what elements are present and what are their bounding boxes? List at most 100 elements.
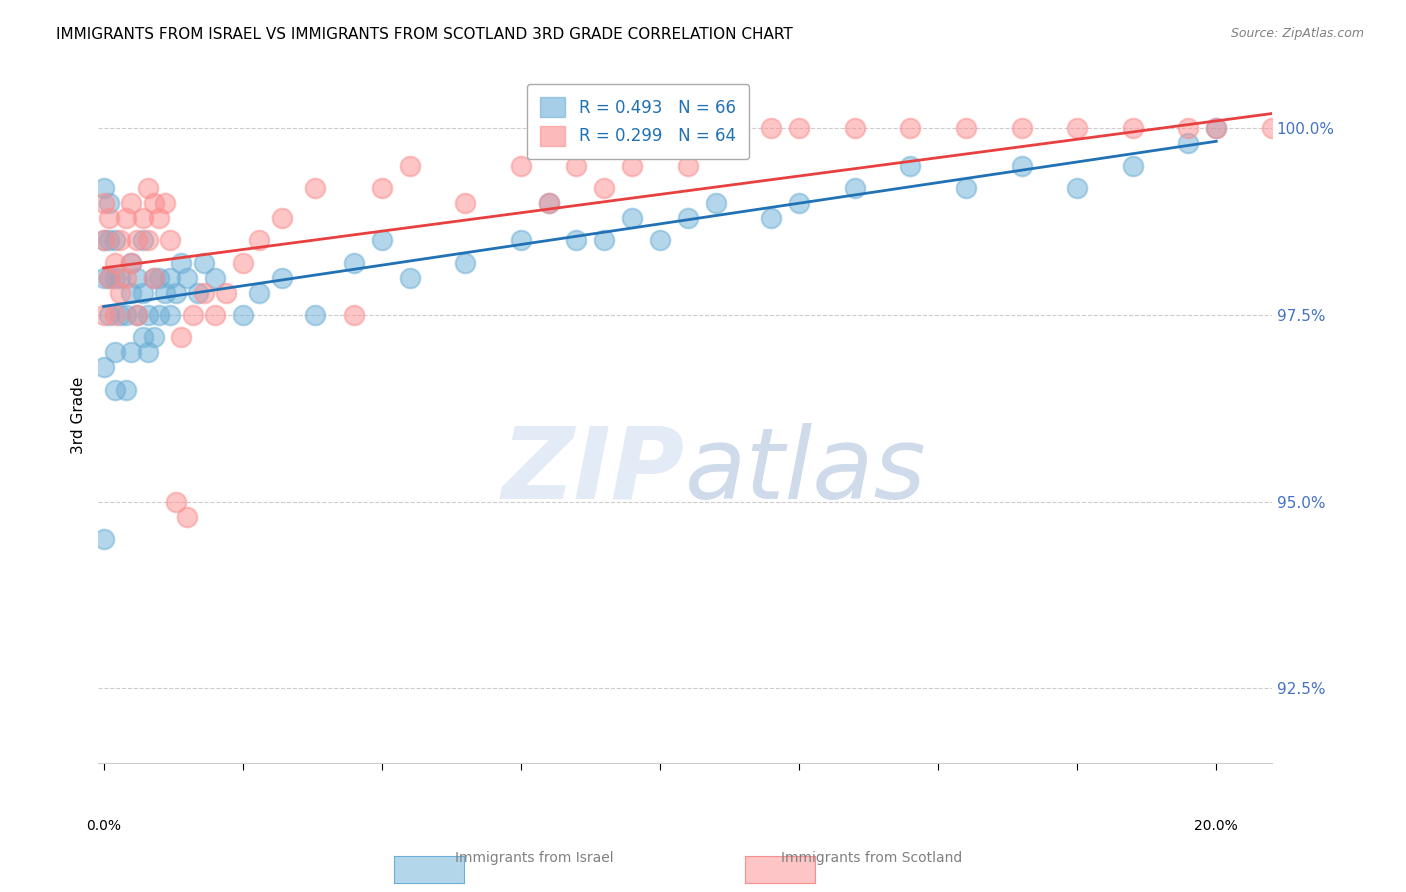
Point [193, 285, 215, 300]
Point [898, 121, 921, 136]
Point [93, 233, 115, 247]
Point [1066, 121, 1088, 136]
Point [1261, 121, 1284, 136]
Point [104, 270, 127, 285]
Point [120, 255, 142, 269]
Point [115, 211, 138, 225]
Point [98, 270, 121, 285]
Point [136, 181, 159, 195]
Point [1066, 181, 1088, 195]
Point [131, 233, 153, 247]
Point [115, 383, 138, 397]
Point [454, 255, 477, 269]
Point [131, 285, 153, 300]
Point [215, 285, 238, 300]
Y-axis label: 3rd Grade: 3rd Grade [72, 377, 86, 454]
Point [93, 181, 115, 195]
Point [170, 330, 193, 344]
Point [93, 308, 115, 322]
Point [955, 181, 977, 195]
Point [1122, 159, 1144, 173]
Point [165, 494, 187, 508]
Point [125, 270, 148, 285]
Point [1400, 121, 1406, 136]
Point [1205, 121, 1227, 136]
Point [176, 509, 198, 524]
Point [142, 270, 165, 285]
Point [115, 308, 138, 322]
Point [93, 360, 115, 375]
Point [170, 255, 193, 269]
Point [398, 159, 420, 173]
Point [621, 211, 644, 225]
Point [165, 285, 187, 300]
Point [1177, 121, 1199, 136]
Point [844, 121, 866, 136]
Point [761, 121, 783, 136]
Point [93, 233, 115, 247]
Point [648, 136, 671, 151]
Point [232, 255, 254, 269]
Point [93, 196, 115, 211]
Point [509, 159, 531, 173]
Point [131, 211, 153, 225]
Point [153, 196, 176, 211]
Point [110, 270, 132, 285]
Point [148, 211, 170, 225]
Point [898, 159, 921, 173]
Point [125, 233, 148, 247]
Point [1122, 121, 1144, 136]
Legend: R = 0.493   N = 66, R = 0.299   N = 64: R = 0.493 N = 66, R = 0.299 N = 64 [527, 84, 749, 160]
Point [98, 211, 121, 225]
Point [204, 270, 226, 285]
Point [93, 270, 115, 285]
Point [1011, 121, 1033, 136]
Point [787, 121, 810, 136]
Point [204, 308, 226, 322]
Point [120, 255, 142, 269]
Point [1288, 121, 1310, 136]
Point [136, 345, 159, 359]
Point [104, 233, 127, 247]
Point [104, 345, 127, 359]
Point [648, 233, 671, 247]
Point [120, 345, 142, 359]
Point [159, 270, 181, 285]
Point [454, 196, 477, 211]
Text: IMMIGRANTS FROM ISRAEL VS IMMIGRANTS FROM SCOTLAND 3RD GRADE CORRELATION CHART: IMMIGRANTS FROM ISRAEL VS IMMIGRANTS FRO… [56, 27, 793, 42]
Point [193, 255, 215, 269]
Text: Source: ZipAtlas.com: Source: ZipAtlas.com [1230, 27, 1364, 40]
Point [371, 181, 394, 195]
Text: ZIP: ZIP [502, 423, 685, 520]
Point [304, 308, 326, 322]
Point [343, 308, 366, 322]
Point [176, 270, 198, 285]
Point [142, 270, 165, 285]
Point [537, 196, 560, 211]
Point [125, 308, 148, 322]
Point [153, 285, 176, 300]
Point [704, 196, 727, 211]
Text: 20.0%: 20.0% [1194, 819, 1239, 833]
Point [270, 211, 292, 225]
Point [593, 233, 616, 247]
Point [343, 255, 366, 269]
Text: Immigrants from Scotland: Immigrants from Scotland [782, 851, 962, 865]
Point [110, 233, 132, 247]
Point [1177, 136, 1199, 151]
Point [787, 196, 810, 211]
Text: atlas: atlas [685, 423, 927, 520]
Point [844, 181, 866, 195]
Point [120, 196, 142, 211]
Point [247, 285, 270, 300]
Point [1372, 121, 1395, 136]
Point [148, 270, 170, 285]
Text: 0.0%: 0.0% [86, 819, 121, 833]
Point [371, 233, 394, 247]
Point [1011, 159, 1033, 173]
Point [1344, 121, 1367, 136]
Point [98, 308, 121, 322]
Point [621, 159, 644, 173]
Point [565, 159, 588, 173]
Point [159, 233, 181, 247]
